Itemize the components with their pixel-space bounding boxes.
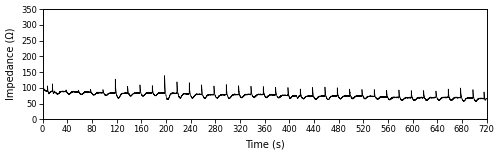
Y-axis label: Impedance (Ω): Impedance (Ω) [6,28,16,100]
X-axis label: Time (s): Time (s) [244,140,284,149]
